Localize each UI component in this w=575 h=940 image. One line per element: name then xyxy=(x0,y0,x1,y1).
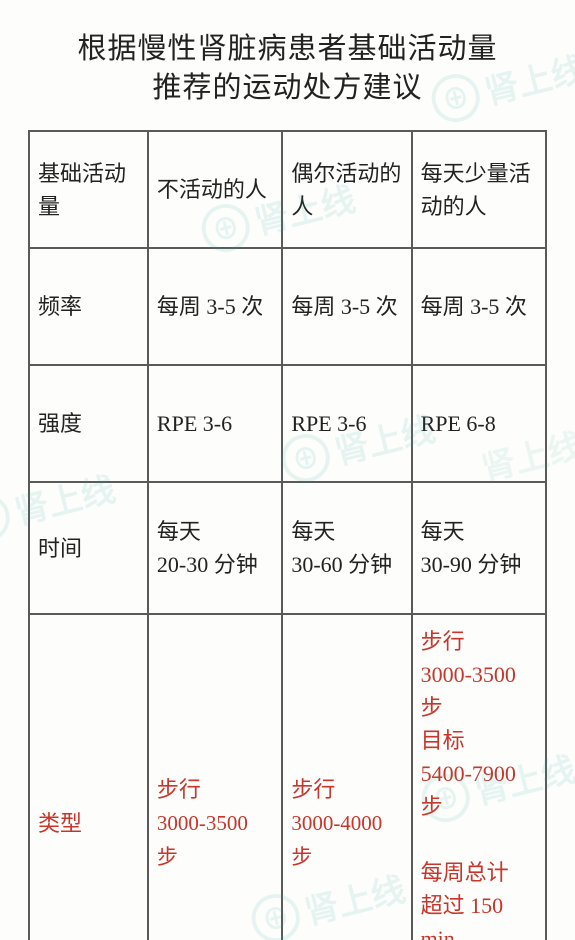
title-line-1: 根据慢性肾脏病患者基础活动量 xyxy=(77,33,497,65)
type-occ-l1: 步行 xyxy=(291,777,335,802)
type-daily-l6: 超过 150 min xyxy=(421,893,504,940)
header-occasional: 偶尔活动的人 xyxy=(282,131,411,248)
row-type: 类型 步行 3000-3500 步 步行 3000-4000 步 步行 3000… xyxy=(29,614,546,940)
cell-frequency-occasional: 每周 3-5 次 xyxy=(282,248,411,365)
page: 肾上线 肾上线 肾上线 肾上线 肾上线 肾上线 肾上线 根据慢性肾脏病患者基础活… xyxy=(0,0,575,940)
type-daily-l5: 每周总计 xyxy=(421,860,509,885)
cell-type-occasional: 步行 3000-4000 步 xyxy=(282,614,411,940)
page-title: 根据慢性肾脏病患者基础活动量 推荐的运动处方建议 xyxy=(28,30,547,108)
cell-intensity-occasional: RPE 3-6 xyxy=(282,365,411,482)
row-duration: 时间 每天 20-30 分钟 每天 30-60 分钟 每天 30-90 分钟 xyxy=(29,482,546,614)
cell-frequency-inactive: 每周 3-5 次 xyxy=(148,248,282,365)
cell-duration-occasional: 每天 30-60 分钟 xyxy=(282,482,411,614)
cell-frequency-daily: 每周 3-5 次 xyxy=(412,248,546,365)
label-intensity: 强度 xyxy=(29,365,148,482)
type-inactive-l1: 步行 xyxy=(157,777,201,802)
row-intensity: 强度 RPE 3-6 RPE 3-6 RPE 6-8 xyxy=(29,365,546,482)
dur-daily-l1: 每天 xyxy=(421,519,465,544)
dur-occ-l2: 30-60 分钟 xyxy=(291,552,392,577)
dur-inactive-l2: 20-30 分钟 xyxy=(157,552,258,577)
title-line-2: 推荐的运动处方建议 xyxy=(152,72,422,104)
cell-type-daily: 步行 3000-3500 步 目标 5400-7900 步 每周总计 超过 15… xyxy=(412,614,546,940)
type-daily-l2: 3000-3500 步 xyxy=(421,662,516,720)
cell-duration-daily: 每天 30-90 分钟 xyxy=(412,482,546,614)
label-frequency: 频率 xyxy=(29,248,148,365)
cell-intensity-inactive: RPE 3-6 xyxy=(148,365,282,482)
cell-duration-inactive: 每天 20-30 分钟 xyxy=(148,482,282,614)
header-baseline: 基础活动量 xyxy=(29,131,148,248)
header-light-daily: 每天少量活动的人 xyxy=(412,131,546,248)
dur-occ-l1: 每天 xyxy=(291,519,335,544)
type-occ-l2: 3000-4000 步 xyxy=(291,811,382,869)
type-daily-l4: 5400-7900 步 xyxy=(421,761,516,819)
label-type: 类型 xyxy=(29,614,148,940)
table-header-row: 基础活动量 不活动的人 偶尔活动的人 每天少量活动的人 xyxy=(29,131,546,248)
type-daily-l3: 目标 xyxy=(421,728,465,753)
type-inactive-l2: 3000-3500 步 xyxy=(157,811,248,869)
label-duration: 时间 xyxy=(29,482,148,614)
type-daily-l1: 步行 xyxy=(421,629,465,654)
prescription-table: 基础活动量 不活动的人 偶尔活动的人 每天少量活动的人 频率 每周 3-5 次 … xyxy=(28,130,547,940)
cell-type-inactive: 步行 3000-3500 步 xyxy=(148,614,282,940)
dur-inactive-l1: 每天 xyxy=(157,519,201,544)
header-inactive: 不活动的人 xyxy=(148,131,282,248)
kidney-icon xyxy=(0,488,15,546)
dur-daily-l2: 30-90 分钟 xyxy=(421,552,522,577)
row-frequency: 频率 每周 3-5 次 每周 3-5 次 每周 3-5 次 xyxy=(29,248,546,365)
cell-intensity-daily: RPE 6-8 xyxy=(412,365,546,482)
